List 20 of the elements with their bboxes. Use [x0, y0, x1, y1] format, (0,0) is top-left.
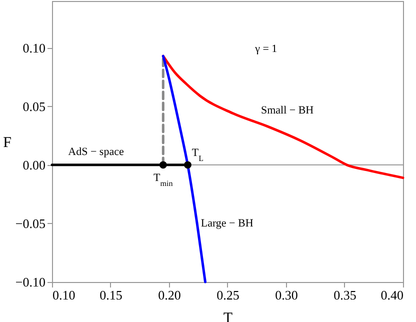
x-tick-label: 0.10 — [52, 288, 76, 302]
y-tick-label: 0.10 — [22, 40, 46, 56]
annotation: γ = 1 — [254, 42, 278, 55]
y-tick-label: −0.05 — [15, 216, 46, 231]
x-tick-label: 0.25 — [216, 288, 240, 302]
x-tick-label: 0.35 — [334, 288, 356, 302]
x-tick-label: 0.40 — [380, 288, 404, 302]
series-label: AdS − space — [68, 146, 124, 158]
series-label: Small − BH — [260, 104, 314, 116]
y-tick-label: 0.05 — [22, 98, 46, 114]
x-tick-label: 0.30 — [275, 288, 298, 302]
y-tick-label: −0.10 — [15, 274, 46, 290]
line-series — [162, 54, 404, 180]
annotation: T$_{min}$ — [154, 172, 173, 188]
y-axis-title: F — [3, 135, 12, 151]
annotation: T$_{L}$ — [192, 146, 204, 162]
x-tick-label: 0.20 — [158, 288, 181, 302]
y-tick-label: 0.00 — [22, 157, 46, 172]
x-tick-label: 0.15 — [100, 288, 122, 302]
series-label: Large − BH — [200, 217, 254, 230]
